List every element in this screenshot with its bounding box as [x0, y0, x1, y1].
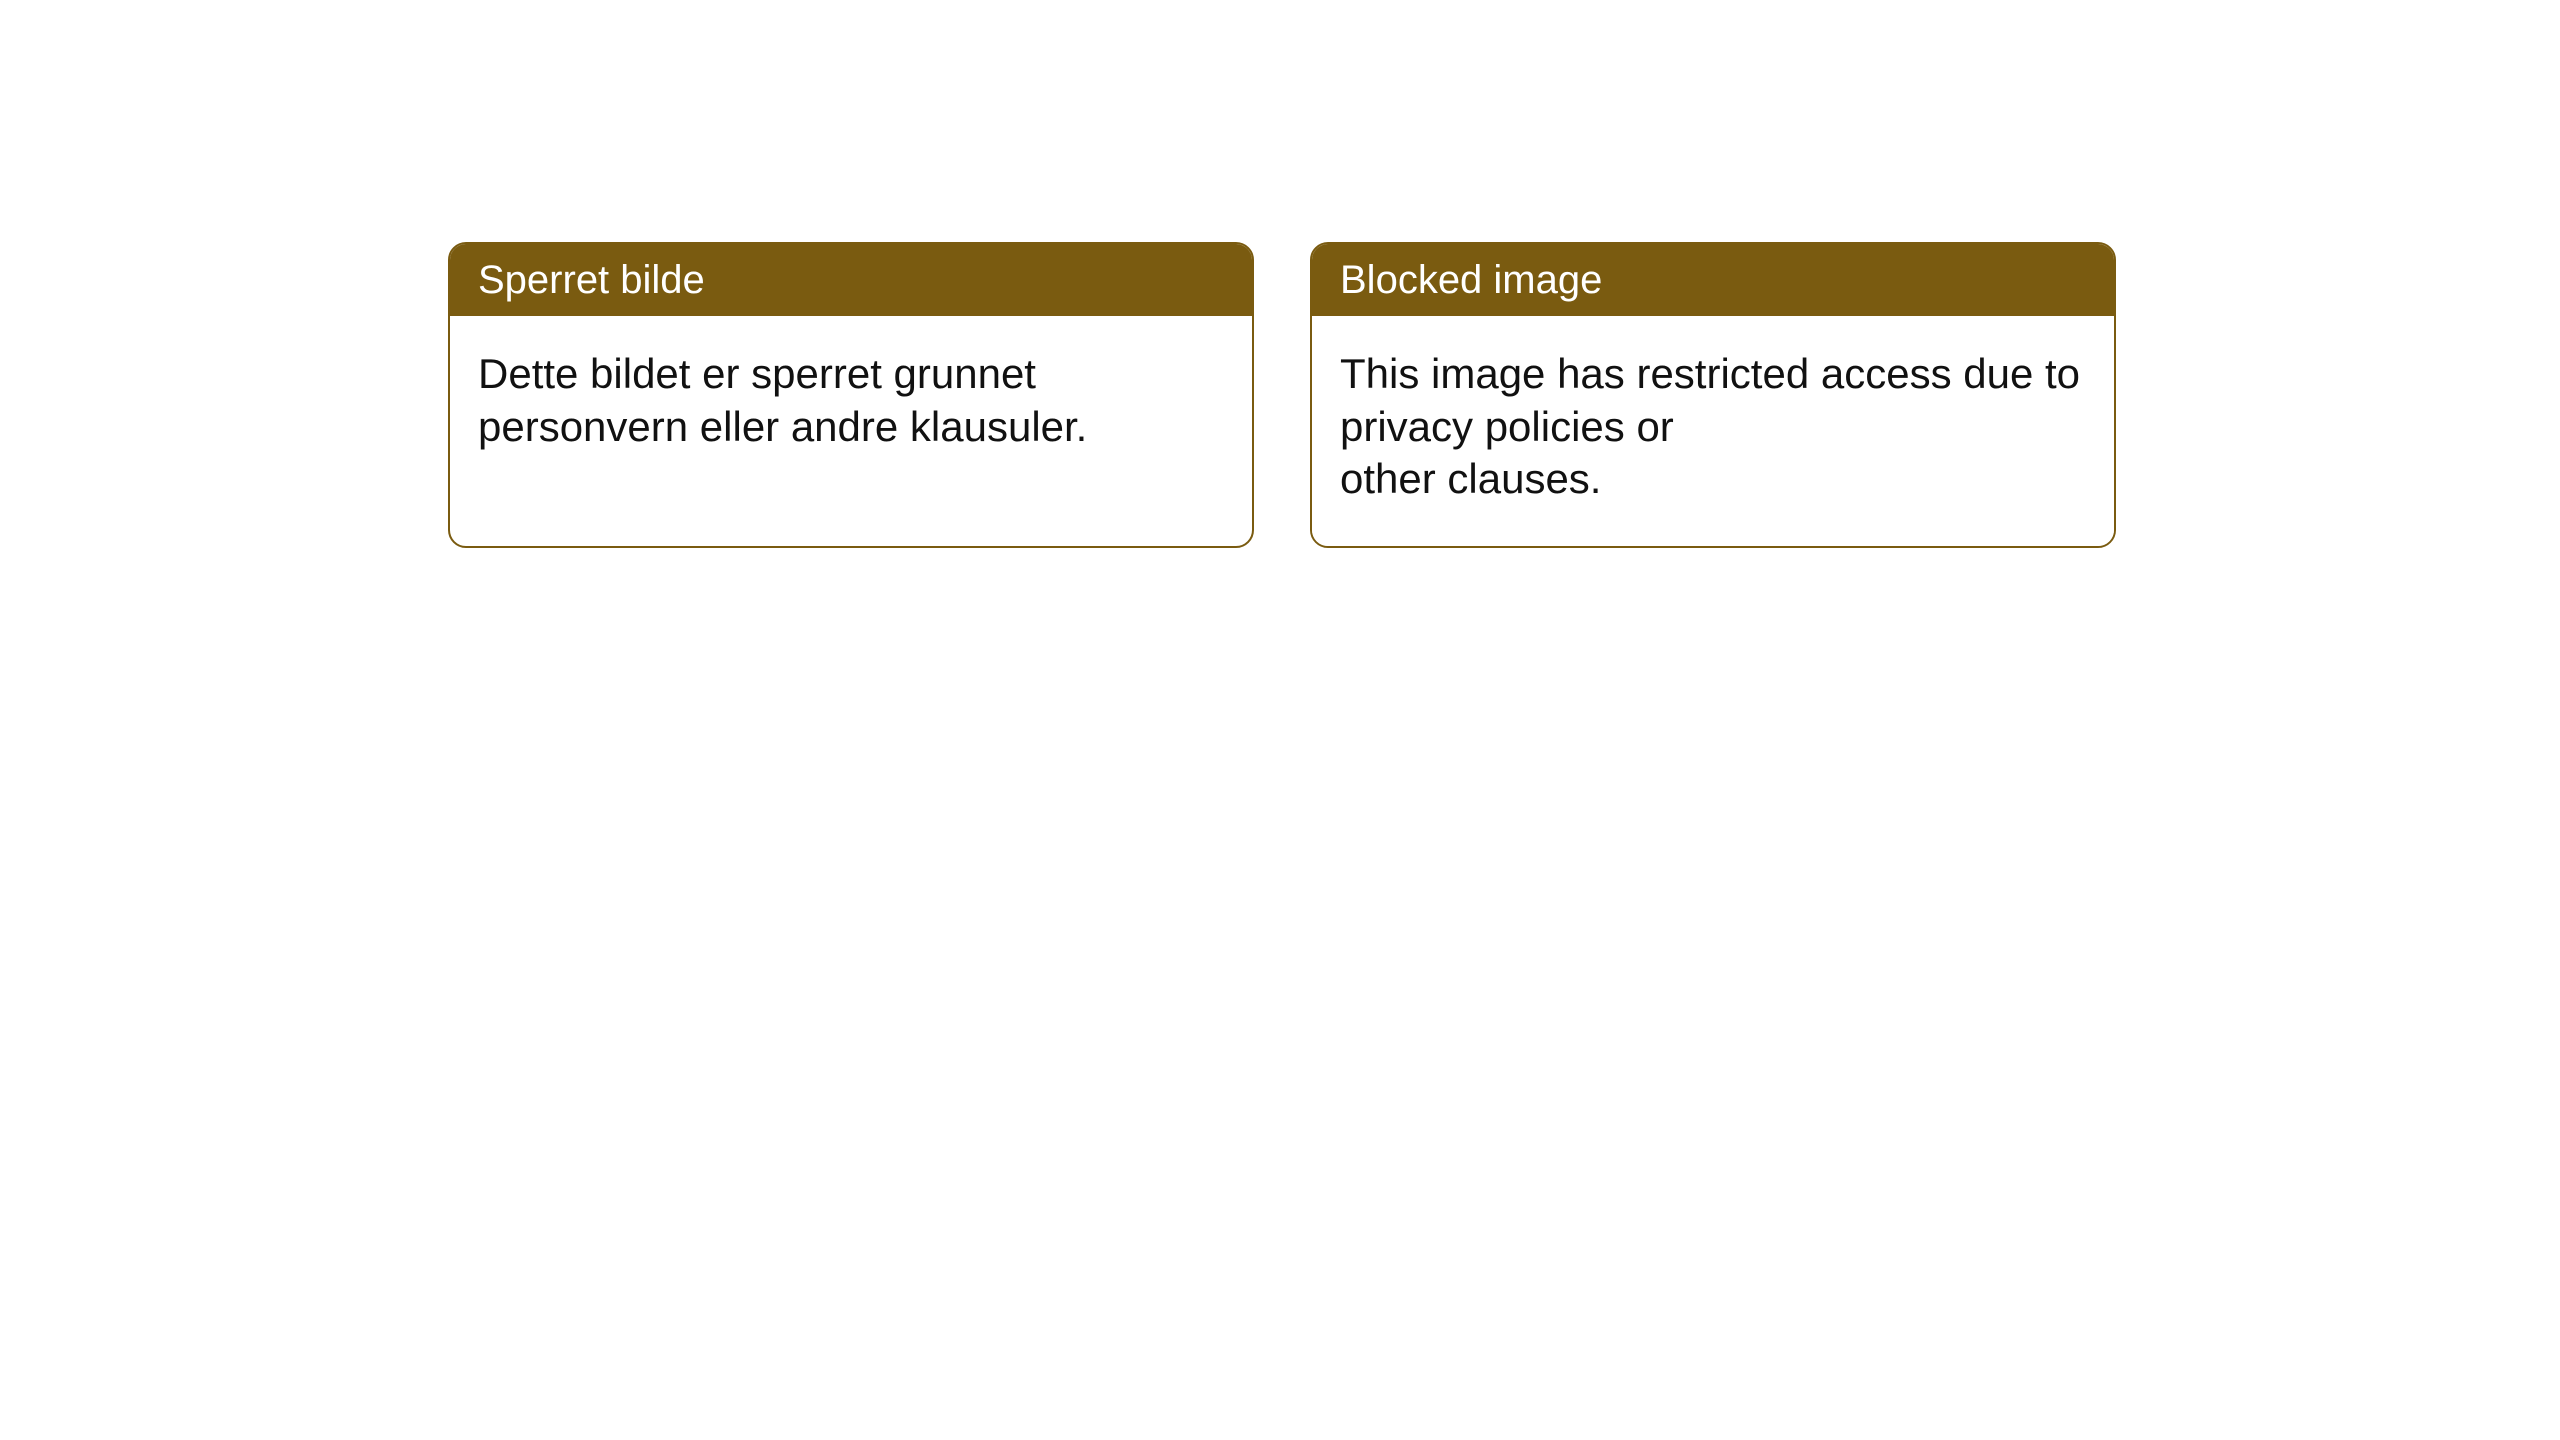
- notice-header-english: Blocked image: [1312, 244, 2114, 316]
- notice-header-norwegian: Sperret bilde: [450, 244, 1252, 316]
- notice-body-english: This image has restricted access due to …: [1312, 316, 2114, 546]
- notice-body-norwegian: Dette bildet er sperret grunnet personve…: [450, 316, 1252, 526]
- notice-card-norwegian: Sperret bilde Dette bildet er sperret gr…: [448, 242, 1254, 548]
- notice-container: Sperret bilde Dette bildet er sperret gr…: [0, 0, 2560, 548]
- notice-card-english: Blocked image This image has restricted …: [1310, 242, 2116, 548]
